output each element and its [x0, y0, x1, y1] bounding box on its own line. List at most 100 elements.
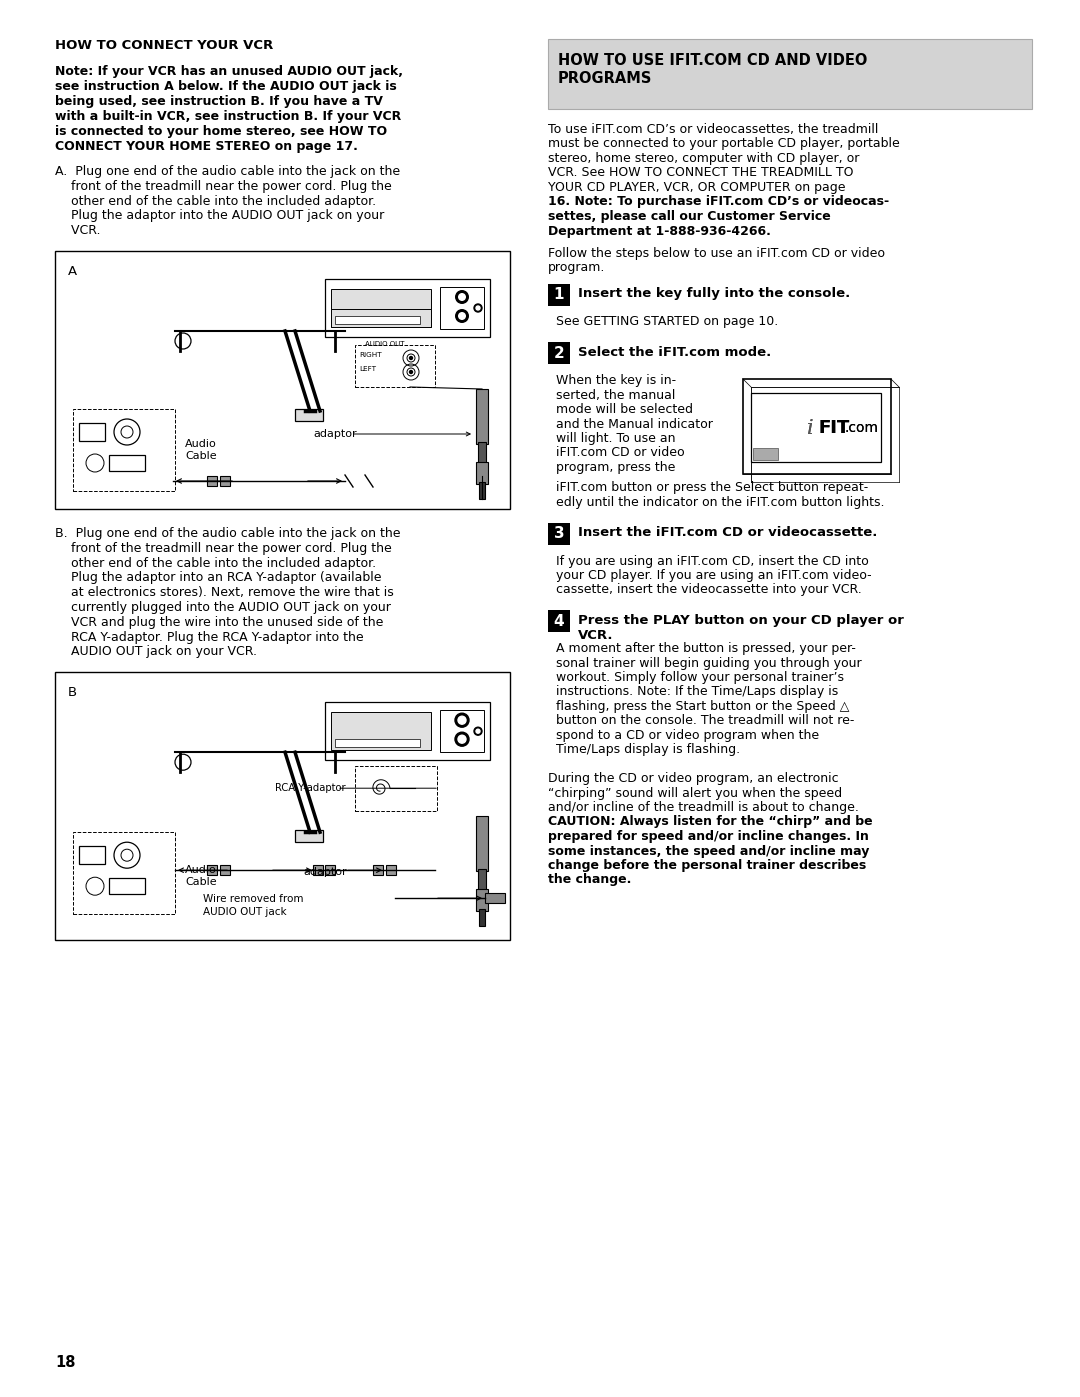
Circle shape: [474, 728, 482, 735]
Text: some instances, the speed and/or incline may: some instances, the speed and/or incline…: [548, 845, 869, 858]
Text: workout. Simply follow your personal trainer’s: workout. Simply follow your personal tra…: [556, 671, 843, 685]
Text: .com: .com: [845, 420, 879, 434]
Bar: [73, 409, 175, 490]
Text: program.: program.: [548, 261, 606, 274]
Text: mode will be selected: mode will be selected: [556, 402, 693, 416]
Bar: [295, 830, 323, 842]
Text: CONNECT YOUR HOME STEREO on page 17.: CONNECT YOUR HOME STEREO on page 17.: [55, 140, 357, 154]
Bar: [207, 476, 217, 486]
Text: iFIT.com button or press the Select button repeat-: iFIT.com button or press the Select butt…: [556, 482, 868, 495]
Bar: [325, 703, 490, 760]
Circle shape: [476, 729, 480, 733]
Bar: [335, 316, 420, 324]
Text: being used, see instruction B. If you have a TV: being used, see instruction B. If you ha…: [55, 95, 383, 108]
Text: the change.: the change.: [548, 873, 632, 887]
Text: cassette, insert the videocassette into your VCR.: cassette, insert the videocassette into …: [556, 584, 862, 597]
Text: B.  Plug one end of the audio cable into the jack on the: B. Plug one end of the audio cable into …: [55, 527, 401, 541]
Bar: [295, 409, 323, 420]
Bar: [109, 455, 145, 471]
Text: Cable: Cable: [185, 877, 217, 887]
Text: “chirping” sound will alert you when the speed: “chirping” sound will alert you when the…: [548, 787, 842, 799]
Bar: [548, 522, 570, 545]
Text: Select the iFIT.com mode.: Select the iFIT.com mode.: [578, 346, 771, 359]
Text: Wire removed from: Wire removed from: [203, 894, 303, 904]
Text: flashing, press the Start button or the Speed △: flashing, press the Start button or the …: [556, 700, 849, 712]
Text: A: A: [68, 265, 77, 278]
Bar: [330, 309, 431, 327]
Text: AUDIO OUT jack: AUDIO OUT jack: [203, 907, 286, 918]
Text: prepared for speed and/or incline changes. In: prepared for speed and/or incline change…: [548, 830, 869, 842]
Text: FIT: FIT: [819, 419, 850, 437]
Text: YOUR CD PLAYER, VCR, OR COMPUTER on page: YOUR CD PLAYER, VCR, OR COMPUTER on page: [548, 182, 846, 194]
Text: During the CD or video program, an electronic: During the CD or video program, an elect…: [548, 773, 839, 785]
Bar: [386, 865, 396, 875]
Bar: [79, 423, 105, 441]
Ellipse shape: [808, 416, 863, 439]
Text: A.  Plug one end of the audio cable into the jack on the: A. Plug one end of the audio cable into …: [55, 165, 400, 177]
Text: 3: 3: [554, 527, 565, 541]
Text: see instruction A below. If the AUDIO OUT jack is: see instruction A below. If the AUDIO OU…: [55, 80, 396, 94]
Text: sonal trainer will begin guiding you through your: sonal trainer will begin guiding you thr…: [556, 657, 862, 669]
Text: PROGRAMS: PROGRAMS: [558, 71, 652, 87]
Text: 16. Note: To purchase iFIT.com CD’s or videocas-: 16. Note: To purchase iFIT.com CD’s or v…: [548, 196, 889, 208]
Text: button on the console. The treadmill will not re-: button on the console. The treadmill wil…: [556, 714, 854, 728]
Text: AUDIO OUT: AUDIO OUT: [365, 341, 405, 346]
Bar: [548, 39, 1032, 109]
Bar: [330, 712, 431, 750]
Text: will light. To use an: will light. To use an: [556, 432, 675, 446]
Text: settes, please call our Customer Service: settes, please call our Customer Service: [548, 210, 831, 224]
Text: VCR. See HOW TO CONNECT THE TREADMILL TO: VCR. See HOW TO CONNECT THE TREADMILL TO: [548, 166, 853, 179]
Bar: [440, 286, 484, 330]
Text: If you are using an iFIT.com CD, insert the CD into: If you are using an iFIT.com CD, insert …: [556, 555, 868, 567]
Text: with a built-in VCR, see instruction B. If your VCR: with a built-in VCR, see instruction B. …: [55, 110, 402, 123]
Bar: [220, 865, 230, 875]
Bar: [480, 909, 485, 926]
Bar: [485, 893, 505, 904]
Bar: [440, 710, 484, 752]
Circle shape: [474, 305, 482, 312]
Text: B: B: [68, 686, 77, 700]
Text: and the Manual indicator: and the Manual indicator: [556, 418, 713, 430]
Text: Audio: Audio: [185, 439, 217, 448]
Circle shape: [458, 717, 465, 724]
Text: Follow the steps below to use an iFIT.com CD or video: Follow the steps below to use an iFIT.co…: [548, 247, 885, 260]
Bar: [548, 342, 570, 365]
Text: Cable: Cable: [185, 451, 217, 461]
Text: i: i: [807, 419, 813, 437]
Text: RCA Y-adaptor. Plug the RCA Y-adaptor into the: RCA Y-adaptor. Plug the RCA Y-adaptor in…: [55, 630, 364, 644]
Text: edly until the indicator on the iFIT.com button lights.: edly until the indicator on the iFIT.com…: [556, 496, 885, 509]
Bar: [476, 816, 488, 872]
Text: VCR and plug the wire into the unused side of the: VCR and plug the wire into the unused si…: [55, 616, 383, 629]
Bar: [476, 890, 488, 911]
Bar: [753, 448, 778, 460]
Bar: [355, 766, 437, 812]
Text: LEFT: LEFT: [359, 366, 376, 372]
Text: When the key is in-: When the key is in-: [556, 374, 676, 387]
Ellipse shape: [808, 416, 863, 439]
Bar: [743, 379, 891, 474]
Bar: [330, 289, 431, 327]
Text: iFIT.com CD or video: iFIT.com CD or video: [556, 447, 685, 460]
Bar: [207, 865, 217, 875]
Text: VCR.: VCR.: [55, 224, 100, 237]
Text: Insert the key fully into the console.: Insert the key fully into the console.: [578, 288, 850, 300]
Bar: [476, 388, 488, 444]
Text: VCR.: VCR.: [578, 629, 613, 643]
Text: Insert the iFIT.com CD or videocassette.: Insert the iFIT.com CD or videocassette.: [578, 527, 877, 539]
Circle shape: [458, 293, 465, 300]
Text: Press the PLAY button on your CD player or: Press the PLAY button on your CD player …: [578, 615, 904, 627]
Circle shape: [409, 370, 413, 373]
Text: 2: 2: [554, 345, 565, 360]
Text: i: i: [807, 419, 813, 437]
Bar: [325, 279, 490, 337]
Bar: [480, 482, 485, 499]
Text: Note: If your VCR has an unused AUDIO OUT jack,: Note: If your VCR has an unused AUDIO OU…: [55, 66, 403, 78]
Bar: [476, 462, 488, 483]
Text: adaptor: adaptor: [313, 429, 356, 439]
Bar: [325, 865, 335, 875]
Text: front of the treadmill near the power cord. Plug the: front of the treadmill near the power co…: [55, 542, 392, 555]
Bar: [313, 865, 323, 875]
Text: 1: 1: [554, 286, 564, 302]
Text: RIGHT: RIGHT: [359, 352, 381, 358]
Circle shape: [409, 356, 413, 359]
